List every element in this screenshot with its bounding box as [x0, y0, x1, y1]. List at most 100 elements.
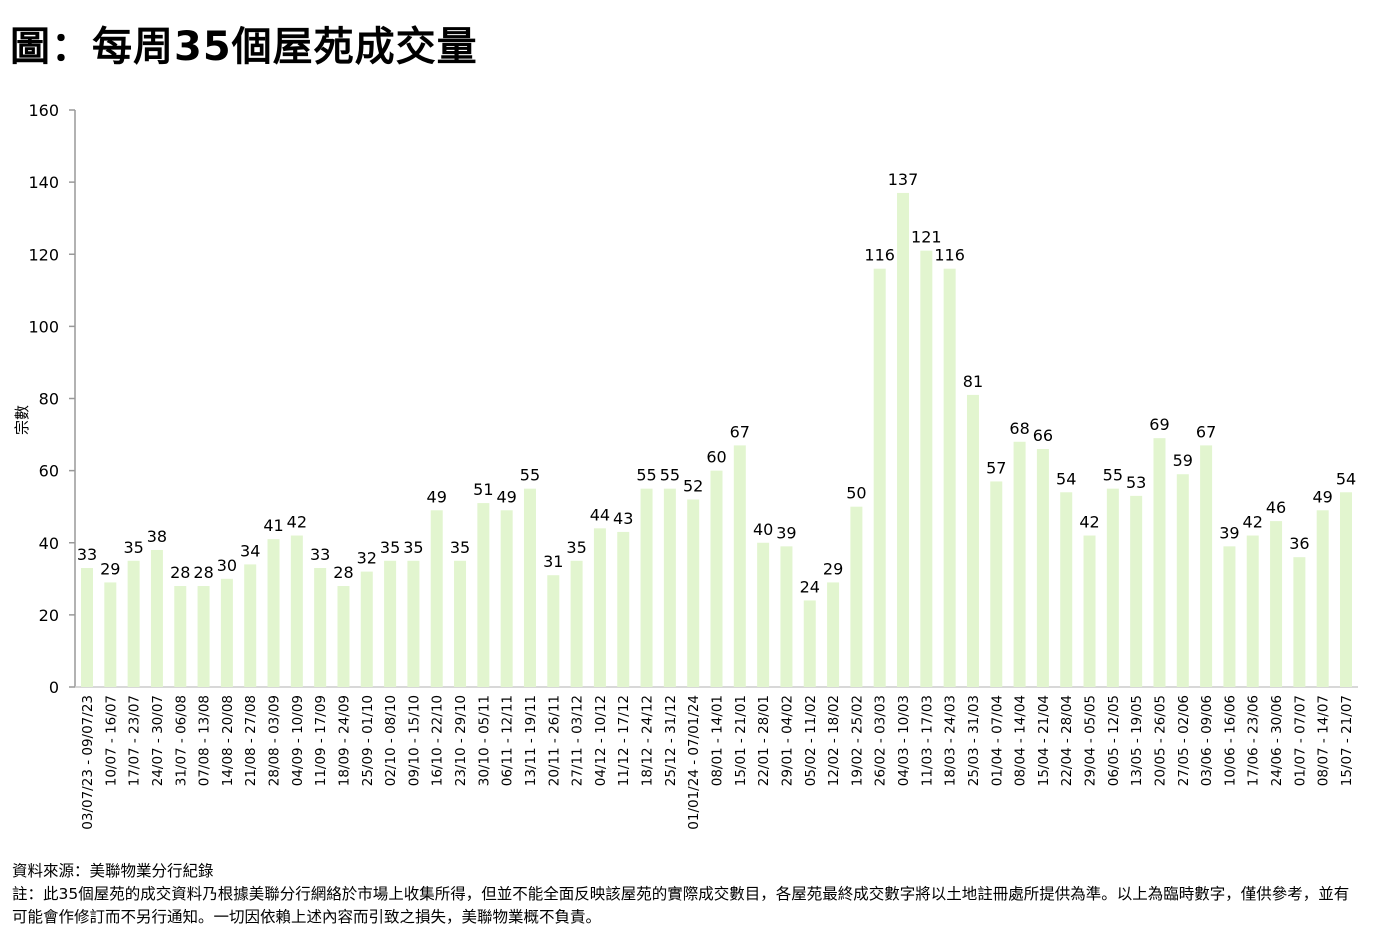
bar: [81, 567, 93, 687]
bar: [966, 394, 979, 687]
data-label: 42: [1243, 513, 1263, 532]
bar: [617, 531, 630, 687]
bar: [104, 582, 117, 687]
x-tick-label: 11/09 - 17/09: [313, 695, 329, 786]
x-tick-label: 19/02 - 25/02: [849, 695, 865, 786]
x-tick-label: 03/07/23 - 09/07/23: [80, 695, 96, 830]
x-tick-label: 12/02 - 18/02: [826, 695, 842, 786]
x-tick-label: 30/10 - 05/11: [476, 695, 492, 786]
data-label: 116: [934, 246, 965, 265]
data-label: 39: [776, 523, 796, 542]
bar: [244, 564, 257, 687]
x-tick-label: 03/06 - 09/06: [1199, 695, 1215, 786]
data-label: 33: [310, 545, 330, 564]
y-tick-label: 20: [39, 606, 59, 625]
x-tick-label: 20/05 - 26/05: [1152, 695, 1168, 786]
x-tick-label: 09/10 - 15/10: [406, 695, 422, 786]
data-label: 55: [660, 466, 680, 485]
data-label: 34: [240, 541, 260, 560]
x-tick-label: 15/07 - 21/07: [1339, 695, 1355, 786]
y-tick-label: 120: [28, 245, 59, 264]
bar: [873, 268, 886, 687]
bar: [733, 445, 746, 687]
bar: [640, 488, 653, 687]
bar: [803, 600, 816, 687]
data-label: 49: [427, 487, 447, 506]
x-tick-label: 18/03 - 24/03: [943, 695, 959, 786]
x-tick-label: 25/03 - 31/03: [966, 695, 982, 786]
bar: [687, 499, 700, 687]
x-tick-label: 06/11 - 12/11: [500, 695, 516, 786]
x-tick-label: 21/08 - 27/08: [243, 695, 259, 786]
data-label: 35: [450, 538, 470, 557]
x-tick-label: 08/01 - 14/01: [710, 695, 726, 786]
bar: [593, 528, 606, 687]
x-tick-label: 28/08 - 03/09: [267, 695, 283, 786]
x-tick-label: 04/09 - 10/09: [290, 695, 306, 786]
data-label: 66: [1033, 426, 1053, 445]
x-tick-label: 16/10 - 22/10: [430, 695, 446, 786]
x-tick-label: 10/06 - 16/06: [1222, 695, 1238, 786]
data-label: 24: [800, 577, 820, 596]
data-label: 29: [823, 559, 843, 578]
data-label: 40: [753, 520, 773, 539]
bar: [663, 488, 676, 687]
data-label: 60: [706, 448, 726, 467]
x-tick-label: 18/12 - 24/12: [640, 695, 656, 786]
bar: [337, 586, 350, 687]
x-tick-label: 26/02 - 03/03: [873, 695, 889, 786]
x-tick-label: 27/05 - 02/06: [1176, 695, 1192, 786]
data-label: 67: [730, 422, 750, 441]
bar: [290, 535, 303, 687]
x-tick-label: 14/08 - 20/08: [220, 695, 236, 786]
data-label: 81: [963, 372, 983, 391]
x-tick-label: 18/09 - 24/09: [336, 695, 352, 786]
y-axis-label: 宗數: [13, 405, 31, 435]
x-tick-label: 13/05 - 19/05: [1129, 695, 1145, 786]
data-label: 55: [1103, 466, 1123, 485]
data-label: 50: [846, 484, 866, 503]
x-tick-label: 24/06 - 30/06: [1269, 695, 1285, 786]
y-tick-label: 160: [28, 101, 59, 120]
bar: [1176, 474, 1189, 687]
bar: [523, 488, 536, 687]
bar: [1340, 492, 1352, 687]
x-tick-label: 15/01 - 21/01: [733, 695, 749, 786]
x-tick-label: 11/03 - 17/03: [919, 695, 935, 786]
data-label: 54: [1056, 469, 1076, 488]
bar: [757, 542, 770, 687]
x-tick-label: 17/06 - 23/06: [1246, 695, 1262, 786]
y-tick-label: 80: [39, 390, 59, 409]
data-label: 35: [380, 538, 400, 557]
x-tick-label: 11/12 - 17/12: [616, 695, 632, 786]
data-label: 28: [333, 563, 353, 582]
data-label: 29: [100, 559, 120, 578]
data-label: 35: [403, 538, 423, 557]
chart-title: 圖：每周35個屋苑成交量: [10, 24, 478, 70]
data-label: 43: [613, 509, 633, 528]
y-tick-label: 100: [28, 317, 59, 336]
x-tick-label: 25/09 - 01/10: [360, 695, 376, 786]
bar: [1013, 441, 1026, 687]
bar: [384, 560, 397, 687]
data-label: 42: [1079, 513, 1099, 532]
data-label: 35: [123, 538, 143, 557]
x-tick-label: 22/04 - 28/04: [1059, 695, 1075, 786]
bar: [710, 470, 723, 687]
x-tick-label: 20/11 - 26/11: [546, 695, 562, 786]
x-tick-label: 02/10 - 08/10: [383, 695, 399, 786]
x-tick-label: 04/12 - 10/12: [593, 695, 609, 786]
x-tick-label: 10/07 - 16/07: [103, 695, 119, 786]
bar: [1270, 521, 1283, 687]
bar: [990, 481, 1003, 687]
bar: [943, 268, 956, 687]
bar: [1316, 510, 1329, 687]
bar: [500, 510, 513, 687]
x-tick-label: 23/10 - 29/10: [453, 695, 469, 786]
x-tick-label: 01/04 - 07/04: [989, 695, 1005, 786]
data-label: 54: [1336, 469, 1356, 488]
x-tick-label: 01/07 - 07/07: [1292, 695, 1308, 786]
data-label: 53: [1126, 473, 1146, 492]
y-tick-label: 40: [39, 534, 59, 553]
bar: [197, 586, 210, 687]
